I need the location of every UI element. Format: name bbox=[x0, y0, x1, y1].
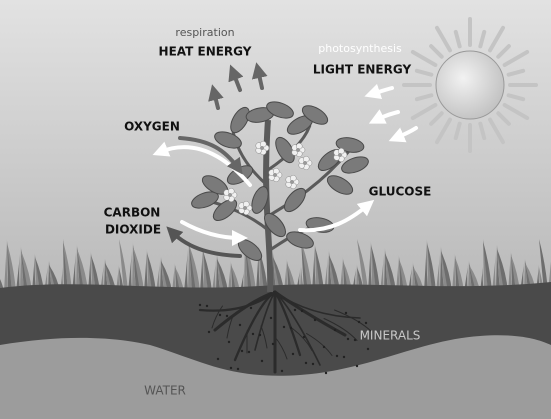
mineral-dot bbox=[199, 304, 201, 306]
minerals-label: MINERALS bbox=[360, 329, 421, 343]
light-energy-label: LIGHT ENERGY bbox=[313, 63, 412, 77]
mineral-dot bbox=[365, 322, 367, 324]
mineral-dot bbox=[272, 343, 274, 345]
flower-center bbox=[296, 148, 300, 152]
mineral-dot bbox=[239, 324, 241, 326]
respiration-label: respiration bbox=[175, 26, 234, 39]
heat-energy-label: HEAT ENERGY bbox=[159, 45, 252, 59]
mineral-dot bbox=[367, 348, 369, 350]
mineral-dot bbox=[336, 355, 338, 357]
mineral-dot bbox=[261, 360, 263, 362]
mineral-dot bbox=[290, 327, 292, 329]
mineral-dot bbox=[252, 333, 254, 335]
mineral-dot bbox=[354, 339, 356, 341]
mineral-dot bbox=[305, 362, 307, 364]
flower-center bbox=[273, 173, 277, 177]
mineral-dot bbox=[356, 365, 358, 367]
mineral-dot bbox=[230, 367, 232, 369]
mineral-dot bbox=[325, 372, 327, 374]
mineral-dot bbox=[228, 341, 230, 343]
diagram: respiration HEAT ENERGY photosynthesis L… bbox=[0, 0, 551, 419]
photosynthesis-label: photosynthesis bbox=[318, 42, 402, 55]
mineral-dot bbox=[281, 370, 283, 372]
mineral-dot bbox=[259, 334, 261, 336]
mineral-dot bbox=[208, 331, 210, 333]
mineral-dot bbox=[347, 338, 349, 340]
flower-center bbox=[243, 206, 247, 210]
mineral-dot bbox=[292, 353, 294, 355]
carbon-dioxide-label: CARBON bbox=[104, 206, 161, 220]
mineral-dot bbox=[343, 356, 345, 358]
flower-center bbox=[228, 193, 232, 197]
carbon-dioxide-label: DIOXIDE bbox=[105, 223, 161, 237]
glucose-label: GLUCOSE bbox=[369, 185, 432, 199]
mineral-dot bbox=[314, 319, 316, 321]
mineral-dot bbox=[219, 314, 221, 316]
flower-center bbox=[290, 180, 294, 184]
mineral-dot bbox=[226, 315, 228, 317]
mineral-dot bbox=[241, 350, 243, 352]
mineral-dot bbox=[206, 305, 208, 307]
mineral-dot bbox=[334, 329, 336, 331]
oxygen-label: OXYGEN bbox=[124, 120, 180, 134]
mineral-dot bbox=[358, 321, 360, 323]
mineral-dot bbox=[303, 336, 305, 338]
page: respiration HEAT ENERGY photosynthesis L… bbox=[0, 0, 551, 419]
mineral-dot bbox=[283, 326, 285, 328]
mineral-dot bbox=[217, 358, 219, 360]
mineral-dot bbox=[312, 363, 314, 365]
mineral-dot bbox=[237, 368, 239, 370]
mineral-dot bbox=[301, 310, 303, 312]
flower-center bbox=[260, 146, 264, 150]
mineral-dot bbox=[270, 317, 272, 319]
mineral-dot bbox=[250, 307, 252, 309]
mineral-dot bbox=[323, 346, 325, 348]
mineral-dot bbox=[294, 309, 296, 311]
flower-center bbox=[303, 161, 307, 165]
mineral-dot bbox=[345, 312, 347, 314]
water-label: WATER bbox=[144, 384, 186, 398]
flower-center bbox=[338, 153, 342, 157]
mineral-dot bbox=[248, 351, 250, 353]
